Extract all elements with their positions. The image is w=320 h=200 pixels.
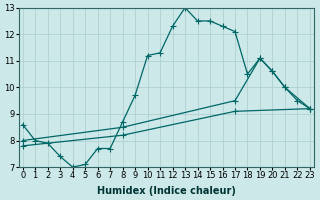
X-axis label: Humidex (Indice chaleur): Humidex (Indice chaleur) (97, 186, 236, 196)
